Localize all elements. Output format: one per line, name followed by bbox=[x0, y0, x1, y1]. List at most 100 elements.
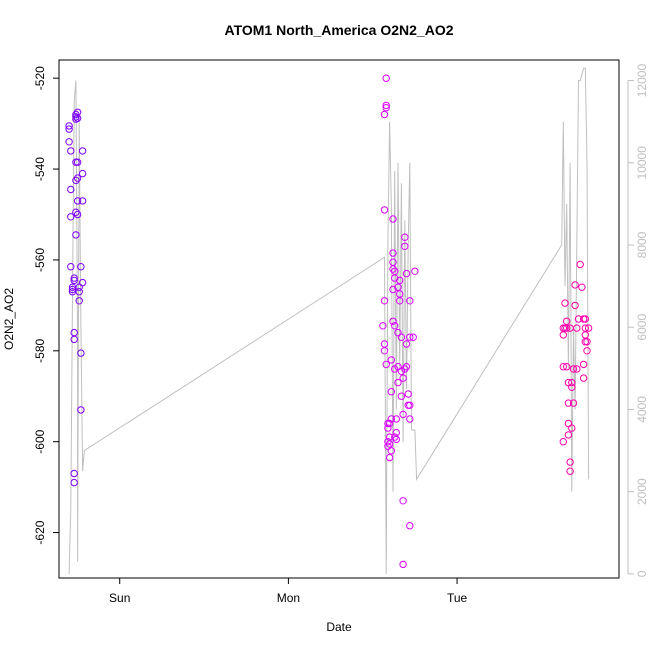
y2-tick-label: 0 bbox=[635, 570, 649, 577]
data-point bbox=[564, 431, 573, 439]
data-point bbox=[404, 390, 412, 398]
data-point bbox=[571, 301, 579, 310]
data-point bbox=[569, 365, 578, 373]
data-point bbox=[78, 278, 87, 287]
data-point bbox=[564, 419, 573, 428]
y-axis-left: -620 -600 -580 -560 -540 -520 bbox=[33, 66, 59, 545]
scatter-points bbox=[65, 74, 593, 569]
data-point bbox=[576, 260, 584, 269]
data-point bbox=[402, 269, 411, 278]
data-point bbox=[561, 299, 569, 307]
y-axis-right: 0 2000 4000 6000 8000 10000 12000 bbox=[627, 64, 649, 577]
data-point bbox=[397, 392, 406, 400]
data-point bbox=[406, 333, 414, 341]
data-point bbox=[568, 378, 576, 387]
data-point bbox=[581, 315, 589, 323]
data-point bbox=[406, 297, 414, 305]
data-point bbox=[578, 283, 586, 291]
data-point bbox=[73, 197, 82, 205]
data-point bbox=[73, 174, 82, 182]
y-tick-label: -540 bbox=[33, 157, 47, 181]
data-point bbox=[573, 365, 581, 373]
data-point bbox=[75, 297, 83, 305]
data-point bbox=[65, 125, 73, 133]
x-axis-label: Date bbox=[326, 620, 352, 634]
data-point bbox=[559, 331, 567, 339]
data-point bbox=[382, 360, 390, 369]
y-tick-label: -560 bbox=[33, 248, 47, 272]
data-point bbox=[389, 249, 397, 257]
data-point bbox=[583, 338, 591, 346]
x-tick-label: Tue bbox=[447, 591, 468, 605]
data-point bbox=[389, 215, 397, 223]
x-axis: Sun Mon Tue bbox=[109, 578, 468, 605]
data-point bbox=[396, 276, 404, 285]
data-point bbox=[566, 458, 574, 466]
y2-tick-label: 8000 bbox=[635, 231, 649, 258]
data-point bbox=[382, 104, 390, 112]
data-point bbox=[391, 433, 399, 441]
data-point bbox=[559, 438, 567, 446]
y-tick-label: -620 bbox=[33, 520, 47, 544]
y2-tick-label: 12000 bbox=[635, 64, 649, 98]
data-point bbox=[401, 242, 409, 251]
chart-title: ATOM1 North_America O2N2_AO2 bbox=[225, 22, 454, 38]
data-point bbox=[382, 101, 390, 110]
data-point bbox=[394, 378, 402, 387]
data-point bbox=[573, 324, 581, 332]
data-point bbox=[566, 467, 574, 475]
data-point bbox=[72, 110, 80, 119]
y2-tick-label: 6000 bbox=[635, 314, 649, 341]
data-point bbox=[385, 440, 394, 448]
data-point bbox=[75, 288, 83, 296]
data-point bbox=[389, 317, 397, 325]
data-point bbox=[68, 285, 77, 294]
data-point bbox=[559, 363, 567, 371]
y-tick-label: -580 bbox=[33, 338, 47, 362]
y2-tick-label: 2000 bbox=[635, 478, 649, 505]
data-point bbox=[72, 176, 80, 185]
data-point bbox=[387, 356, 395, 364]
data-point bbox=[385, 419, 394, 428]
data-point bbox=[402, 363, 411, 371]
y2-tick-label: 4000 bbox=[635, 396, 649, 423]
series-line bbox=[68, 67, 590, 574]
plot-frame bbox=[58, 59, 620, 579]
data-point bbox=[583, 347, 591, 355]
y-axis-label: O2N2_AO2 bbox=[2, 288, 16, 350]
data-point bbox=[406, 401, 414, 409]
data-point bbox=[392, 435, 400, 444]
data-point bbox=[70, 469, 78, 478]
data-point bbox=[72, 113, 80, 121]
data-point bbox=[385, 433, 394, 441]
data-point bbox=[563, 317, 571, 325]
data-point bbox=[78, 147, 87, 155]
data-point bbox=[391, 322, 399, 330]
data-point bbox=[579, 360, 588, 369]
data-point bbox=[382, 74, 390, 82]
data-point bbox=[411, 267, 419, 275]
data-point bbox=[401, 233, 409, 241]
data-point bbox=[399, 410, 407, 419]
data-point bbox=[564, 399, 573, 407]
data-point bbox=[73, 210, 82, 219]
data-point bbox=[399, 497, 407, 505]
data-point bbox=[406, 415, 414, 423]
data-point bbox=[392, 415, 400, 423]
data-point bbox=[380, 347, 389, 355]
data-point bbox=[73, 108, 82, 117]
data-point bbox=[402, 340, 411, 348]
data-point bbox=[387, 415, 395, 423]
data-point bbox=[389, 258, 397, 266]
data-point bbox=[399, 374, 407, 382]
data-point bbox=[384, 438, 392, 446]
data-point bbox=[380, 206, 389, 214]
data-point bbox=[70, 478, 78, 487]
y2-tick-label: 10000 bbox=[635, 146, 649, 180]
data-point bbox=[394, 283, 402, 291]
data-point bbox=[67, 213, 75, 221]
data-point bbox=[380, 110, 389, 119]
x-tick-label: Mon bbox=[277, 591, 300, 605]
data-point bbox=[67, 185, 75, 194]
data-point bbox=[67, 147, 75, 155]
